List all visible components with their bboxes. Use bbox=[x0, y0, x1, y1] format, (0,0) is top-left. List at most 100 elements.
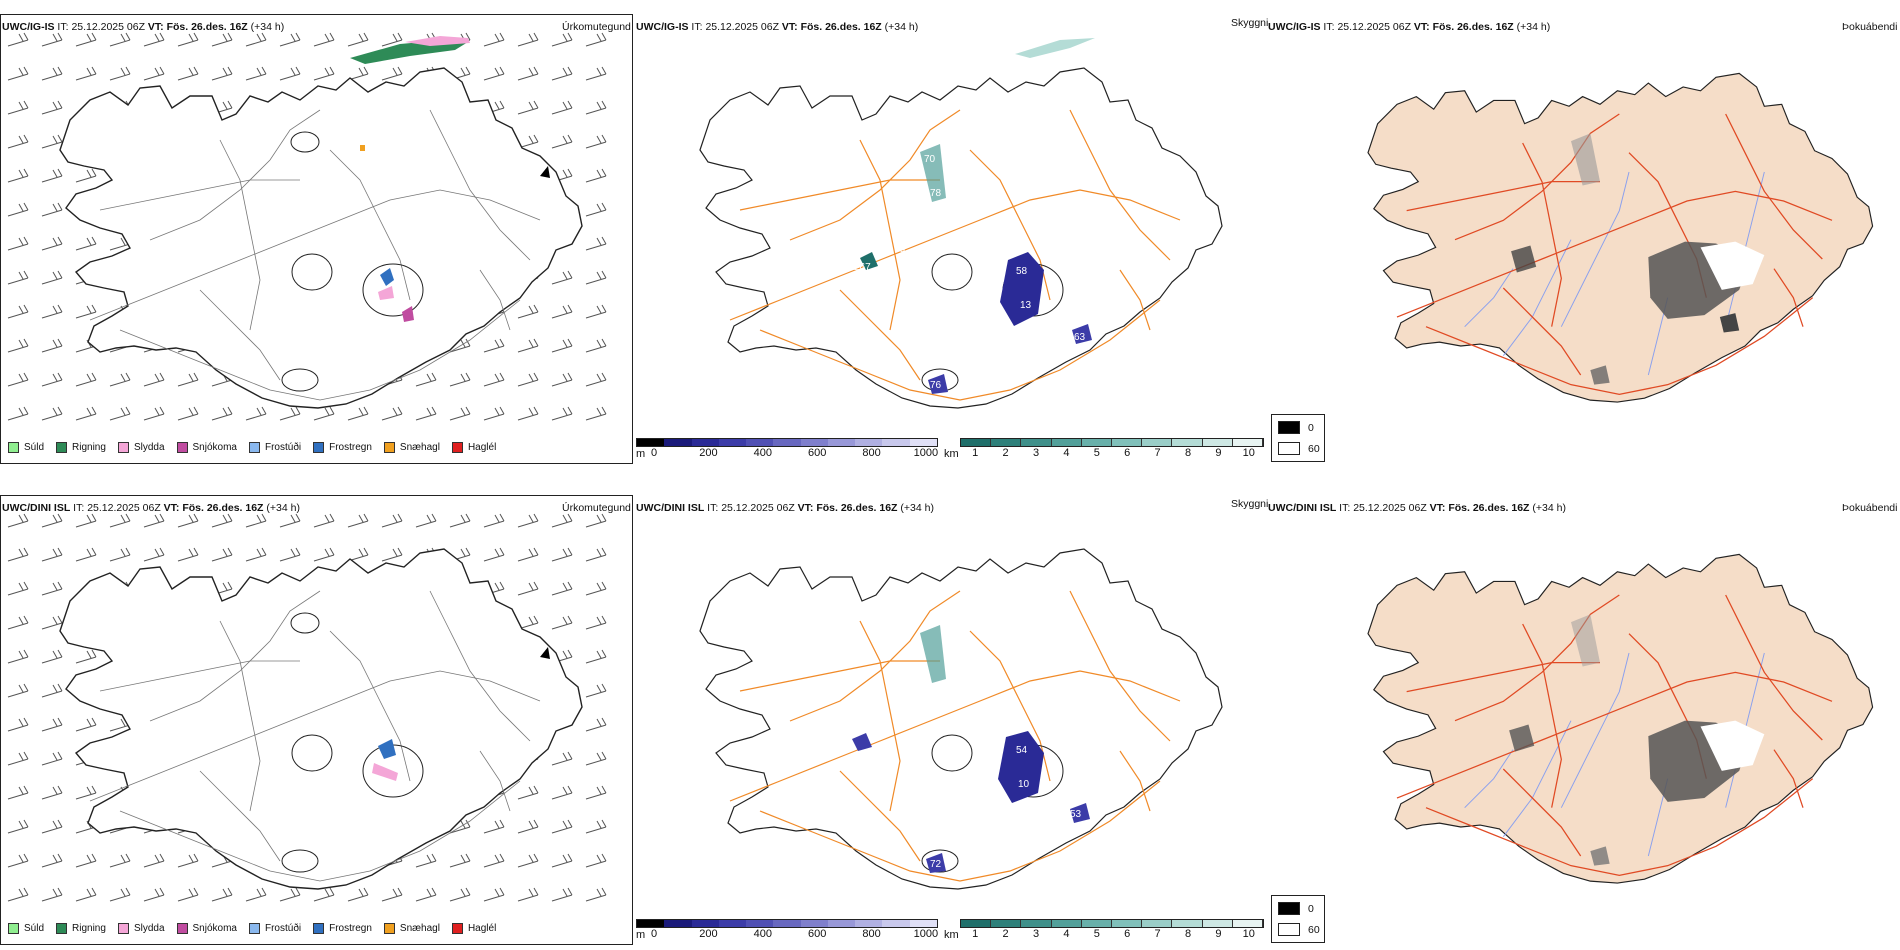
colorbar-segment bbox=[800, 439, 828, 446]
wind-barb-icon bbox=[7, 581, 29, 596]
colorbar-segment bbox=[1202, 439, 1233, 446]
fog-key-white bbox=[1278, 442, 1300, 455]
wind-barb-icon bbox=[75, 168, 97, 183]
fog-panel-label: Þokuábendi bbox=[1842, 21, 1898, 33]
fog-panel-title: UWC/DINI ISL IT: 25.12.2025 06Z VT: Fös.… bbox=[1268, 502, 1566, 514]
iceland-coastline bbox=[59, 548, 583, 890]
legend-swatch bbox=[56, 442, 68, 453]
wind-barb-icon bbox=[7, 853, 29, 868]
legend-item-drizzle: Súld bbox=[8, 442, 44, 453]
road-line bbox=[789, 590, 961, 722]
wind-barb-icon bbox=[75, 649, 97, 664]
wind-barb-icon bbox=[41, 751, 63, 766]
fog-map bbox=[1367, 553, 1874, 884]
wind-barb-icon bbox=[517, 406, 539, 421]
road-line bbox=[219, 620, 261, 812]
road-network bbox=[1396, 113, 1833, 395]
visibility-low-area bbox=[860, 252, 878, 270]
wind-barb-icon bbox=[41, 547, 63, 562]
wind-barb-icon bbox=[517, 513, 539, 528]
visibility-low-area bbox=[1000, 252, 1044, 326]
wind-barb-icon bbox=[551, 270, 573, 285]
road-line bbox=[789, 109, 961, 241]
wind-barb-icon bbox=[41, 513, 63, 528]
wind-barb-icon bbox=[75, 547, 97, 562]
wind-barb-icon bbox=[75, 66, 97, 81]
lead-time: (+34 h) bbox=[250, 21, 285, 33]
wind-barb-icon bbox=[41, 270, 63, 285]
visibility-colorbar: 1 2 3 4 5 6 7 8 9 10 km bbox=[944, 438, 1264, 461]
wind-barb-icon bbox=[585, 717, 607, 732]
visibility-low-area bbox=[920, 144, 946, 202]
wind-barb-icon bbox=[75, 236, 97, 251]
wind-barb-icon bbox=[381, 887, 403, 902]
wind-barb-icon bbox=[7, 202, 29, 217]
road-line bbox=[1773, 749, 1804, 808]
visibility-values: 70 78 267 73 58 13 63 76 bbox=[854, 154, 1086, 391]
init-time-label: IT: bbox=[57, 21, 69, 33]
wind-barb-icon bbox=[7, 66, 29, 81]
model-name: UWC/IG-IS bbox=[2, 21, 55, 33]
colorbar-segment bbox=[1112, 439, 1143, 446]
colorbar-segment bbox=[882, 920, 910, 927]
road-line bbox=[199, 770, 281, 862]
wind-barb-icon bbox=[381, 32, 403, 47]
wind-barb-icon bbox=[483, 513, 505, 528]
wind-barb-icon bbox=[517, 547, 539, 562]
wind-barb-icon bbox=[483, 547, 505, 562]
wind-barb-icon bbox=[585, 785, 607, 800]
wind-barb-icon bbox=[483, 819, 505, 834]
colorbar-segment bbox=[664, 920, 692, 927]
river-line bbox=[1464, 268, 1514, 328]
wind-barb-icon bbox=[517, 819, 539, 834]
mountain-marker-icon bbox=[540, 647, 550, 659]
visibility-value: 267 bbox=[854, 262, 871, 273]
wind-barb-icon bbox=[551, 819, 573, 834]
precip-panel-label: Úrkomutegund bbox=[562, 21, 631, 33]
wind-barb-icon bbox=[143, 513, 165, 528]
legend-swatch bbox=[383, 442, 395, 453]
colorbar-segment bbox=[991, 920, 1022, 927]
wind-barb-icon bbox=[279, 32, 301, 47]
colorbar-segment bbox=[664, 439, 692, 446]
cloud-base-unit: m bbox=[636, 929, 646, 941]
precip-areas bbox=[350, 36, 470, 322]
wind-barb-icon bbox=[7, 32, 29, 47]
wind-barb-icon bbox=[143, 372, 165, 387]
wind-barb-icon bbox=[75, 304, 97, 319]
wind-barb-icon bbox=[7, 649, 29, 664]
precip-panel-label: Úrkomutegund bbox=[562, 502, 631, 514]
wind-barb-icon bbox=[177, 32, 199, 47]
wind-barb-icon bbox=[41, 304, 63, 319]
legend-item-hail: Haglél bbox=[451, 442, 496, 453]
wind-barb-icon bbox=[41, 717, 63, 732]
colorbar-segment bbox=[1142, 439, 1173, 446]
legend-item-sleet: Slydda bbox=[117, 923, 165, 934]
colorbar-segment bbox=[718, 439, 747, 446]
colorbar-segment bbox=[827, 920, 856, 927]
wind-barb-icon bbox=[109, 66, 131, 81]
wind-barb-icon bbox=[585, 683, 607, 698]
cloud-base-color-ramp bbox=[636, 919, 938, 928]
colorbar-segment bbox=[637, 920, 665, 927]
visibility-map: 53 54 10 72 bbox=[699, 548, 1223, 890]
road-line bbox=[1773, 268, 1804, 327]
river-line bbox=[1502, 239, 1572, 356]
wind-barb-icon bbox=[551, 785, 573, 800]
road-line bbox=[1425, 778, 1814, 876]
road-line bbox=[729, 670, 1181, 802]
visibility-map: 70 78 267 73 58 13 63 76 bbox=[699, 38, 1223, 409]
road-network bbox=[89, 109, 541, 401]
wind-barb-icon bbox=[585, 547, 607, 562]
wind-barb-icon bbox=[585, 304, 607, 319]
wind-barb-icon bbox=[483, 372, 505, 387]
colorbar-segment bbox=[773, 920, 801, 927]
visibility-value: 70 bbox=[924, 154, 936, 165]
wind-barb-icon bbox=[585, 513, 607, 528]
wind-barb-icon bbox=[41, 615, 63, 630]
wind-barb-icon bbox=[109, 513, 131, 528]
colorbar-segment bbox=[800, 920, 828, 927]
wind-barb-icon bbox=[585, 581, 607, 596]
wind-barb-icon bbox=[143, 406, 165, 421]
wind-barb-icon bbox=[449, 513, 471, 528]
